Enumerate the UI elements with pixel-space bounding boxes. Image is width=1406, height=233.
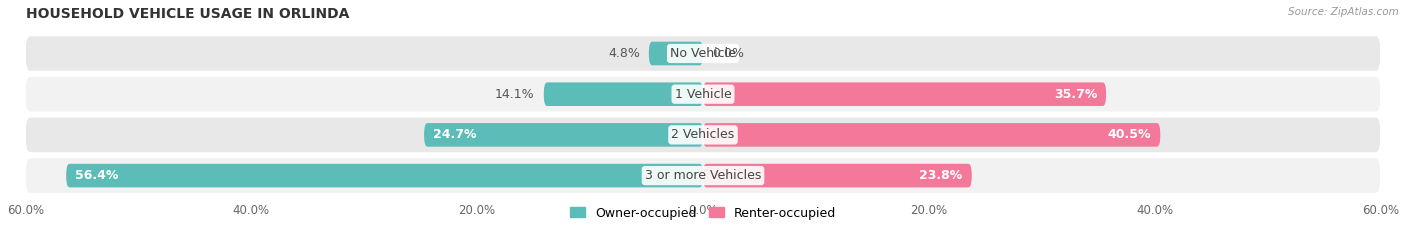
- FancyBboxPatch shape: [703, 164, 972, 187]
- Text: 35.7%: 35.7%: [1053, 88, 1097, 101]
- Text: 40.5%: 40.5%: [1108, 128, 1152, 141]
- Text: 24.7%: 24.7%: [433, 128, 477, 141]
- Text: 56.4%: 56.4%: [75, 169, 118, 182]
- FancyBboxPatch shape: [25, 118, 1381, 152]
- Text: Source: ZipAtlas.com: Source: ZipAtlas.com: [1288, 7, 1399, 17]
- Text: 1 Vehicle: 1 Vehicle: [675, 88, 731, 101]
- Text: HOUSEHOLD VEHICLE USAGE IN ORLINDA: HOUSEHOLD VEHICLE USAGE IN ORLINDA: [25, 7, 349, 21]
- FancyBboxPatch shape: [703, 123, 1160, 147]
- Legend: Owner-occupied, Renter-occupied: Owner-occupied, Renter-occupied: [565, 202, 841, 225]
- Text: 0.0%: 0.0%: [711, 47, 744, 60]
- Text: No Vehicle: No Vehicle: [671, 47, 735, 60]
- Text: 23.8%: 23.8%: [920, 169, 963, 182]
- Text: 2 Vehicles: 2 Vehicles: [672, 128, 734, 141]
- FancyBboxPatch shape: [25, 36, 1381, 71]
- FancyBboxPatch shape: [25, 77, 1381, 111]
- FancyBboxPatch shape: [25, 158, 1381, 193]
- Text: 3 or more Vehicles: 3 or more Vehicles: [645, 169, 761, 182]
- FancyBboxPatch shape: [703, 82, 1107, 106]
- FancyBboxPatch shape: [544, 82, 703, 106]
- FancyBboxPatch shape: [425, 123, 703, 147]
- FancyBboxPatch shape: [66, 164, 703, 187]
- Text: 4.8%: 4.8%: [607, 47, 640, 60]
- FancyBboxPatch shape: [648, 42, 703, 65]
- Text: 14.1%: 14.1%: [495, 88, 534, 101]
